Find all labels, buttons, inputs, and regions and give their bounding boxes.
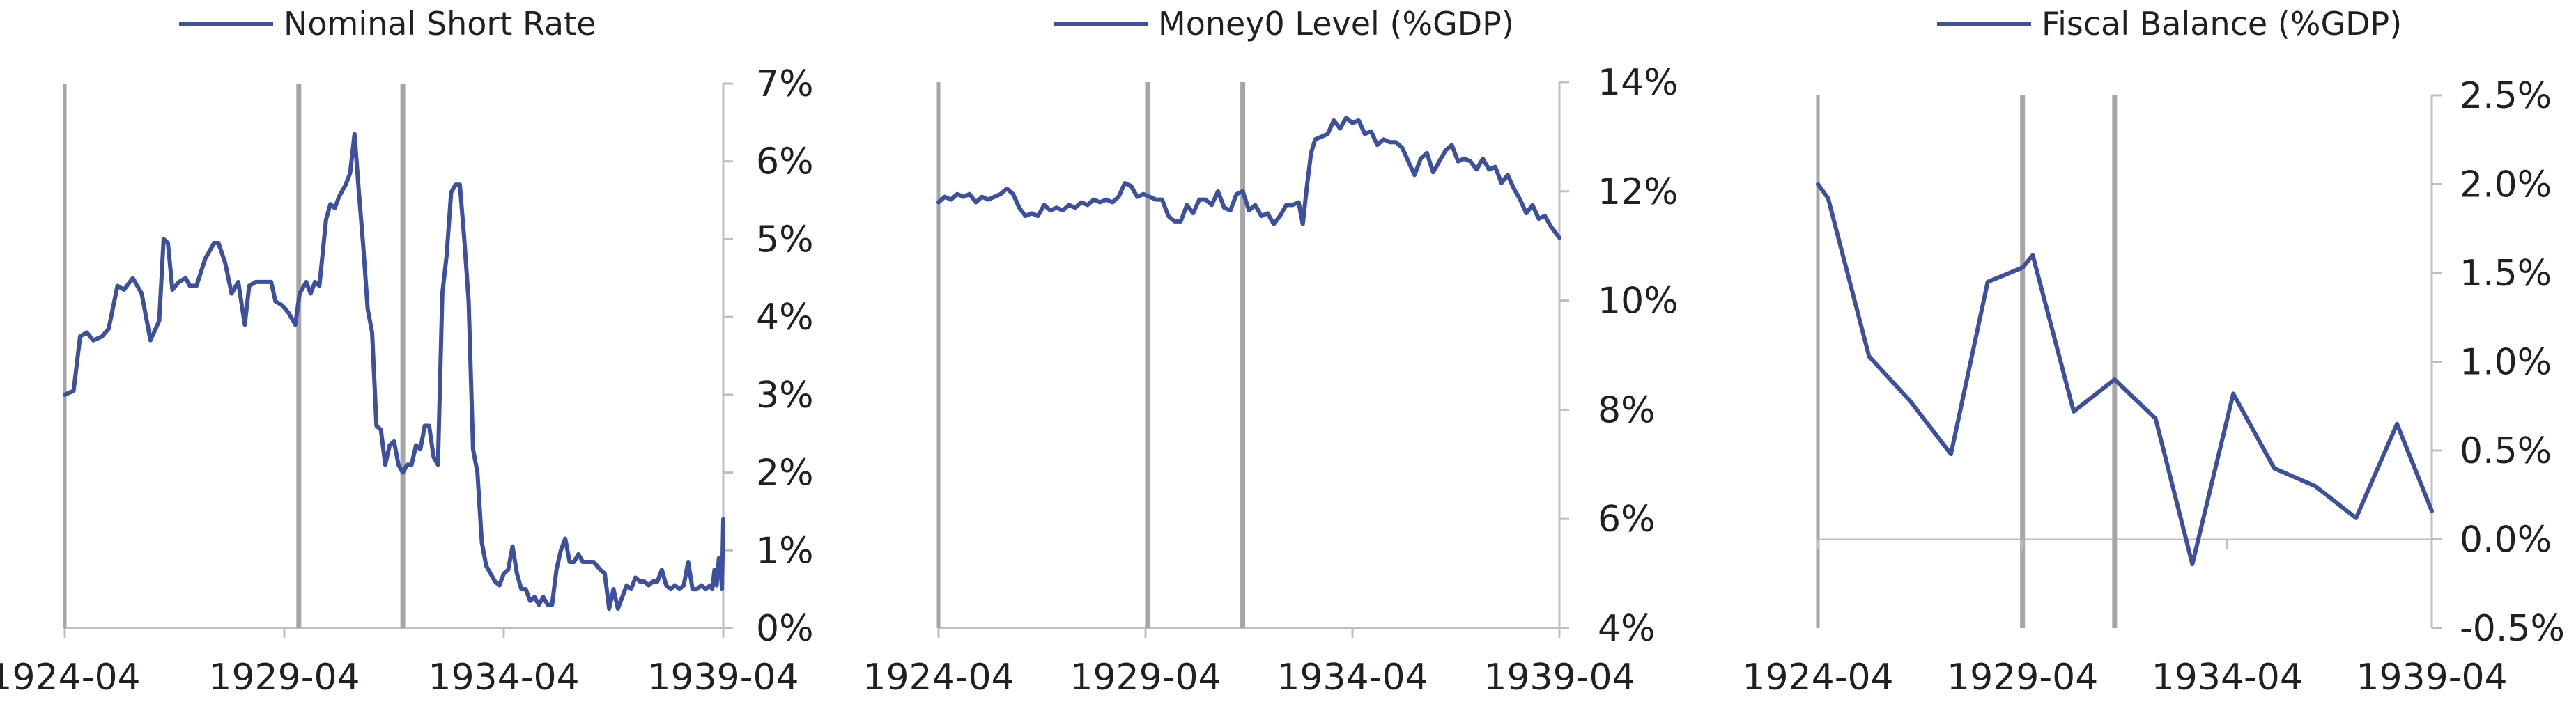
x-tick-label: 1934-04 [1277, 657, 1428, 698]
series-line [936, 116, 1561, 240]
legend-label: Nominal Short Rate [284, 5, 596, 42]
y-tick-label: 2% [756, 453, 814, 494]
x-tick-label: 1929-04 [208, 657, 360, 698]
legend-label: Fiscal Balance (%GDP) [2042, 5, 2402, 42]
x-tick-label: 1934-04 [428, 657, 579, 698]
y-tick-label: 10% [1598, 281, 1679, 322]
y-tick-label: 2.0% [2460, 164, 2552, 206]
y-tick-label: 14% [1598, 62, 1679, 104]
x-tick-label: 1924-04 [1742, 657, 1893, 698]
legend-label: Money0 Level (%GDP) [1158, 5, 1514, 42]
y-tick-label: 5% [756, 219, 814, 260]
y-tick-label: 4% [756, 297, 814, 338]
y-tick-label: 8% [1598, 389, 1656, 431]
y-tick-label: 4% [1598, 608, 1656, 650]
y-tick-label: 0.5% [2460, 430, 2552, 472]
y-tick-label: -0.5% [2460, 608, 2565, 650]
y-tick-label: 3% [756, 375, 814, 416]
x-tick-label: 1929-04 [1070, 657, 1221, 698]
panel-nominal-short-rate: Nominal Short Rate 0% 1% 2% 3% 4% 5% 6% 7% 1924-0… [0, 5, 814, 698]
y-tick-label: 12% [1598, 171, 1679, 213]
y-tick-label: 2.5% [2460, 75, 2552, 117]
x-tick-label: 1924-04 [863, 657, 1014, 698]
y-tick-label: 6% [756, 141, 814, 183]
y-tick-label: 1.0% [2460, 342, 2552, 384]
panel-fiscal-balance: Fiscal Balance (%GDP) -0.5% 0.0% 0.5% 1.0% 1.… [1742, 5, 2565, 698]
y-tick-label: 1% [756, 530, 814, 572]
x-tick-label: 1929-04 [1947, 657, 2098, 698]
y-tick-label: 0.0% [2460, 519, 2552, 561]
y-tick-label: 0% [756, 608, 814, 650]
x-tick-label: 1939-04 [647, 657, 799, 698]
y-tick-label: 7% [756, 63, 814, 105]
x-tick-label: 1939-04 [2356, 657, 2507, 698]
y-tick-label: 6% [1598, 499, 1656, 540]
y-tick-label: 1.5% [2460, 253, 2552, 295]
series-line [63, 132, 725, 611]
x-tick-label: 1934-04 [2152, 657, 2303, 698]
series-line [1816, 182, 2434, 567]
x-tick-label: 1924-04 [0, 657, 141, 698]
x-tick-label: 1939-04 [1483, 657, 1635, 698]
panel-money0-level: Money0 Level (%GDP) 4% 6% 8% 10% 12% 14% 1924-0… [863, 5, 1678, 698]
